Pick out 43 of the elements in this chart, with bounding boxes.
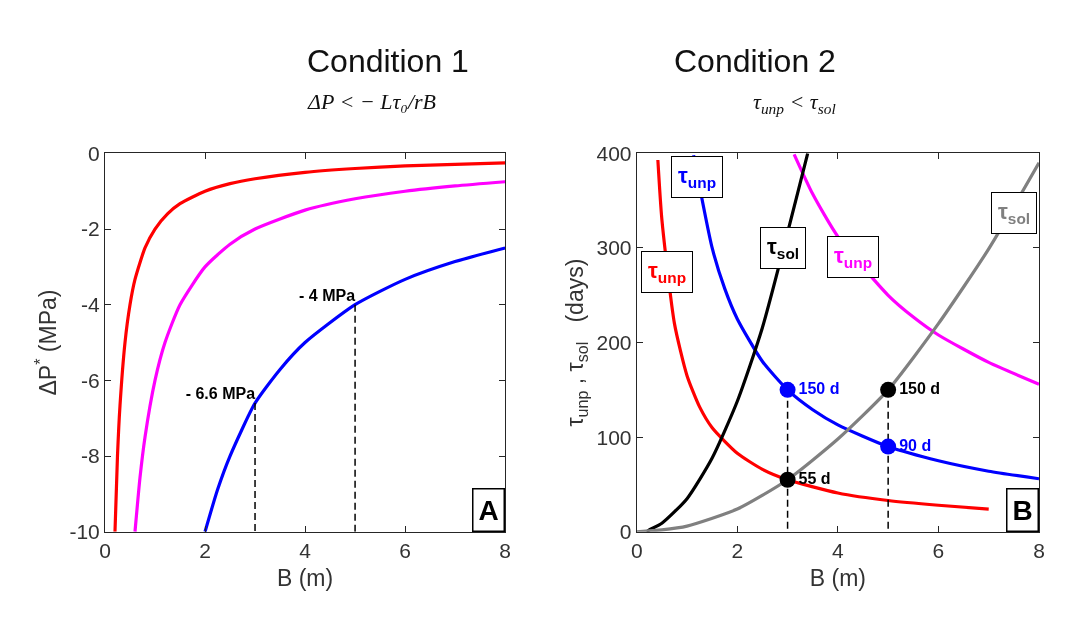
line-series — [636, 161, 1039, 532]
x-tick-label: 6 — [932, 538, 945, 562]
point — [880, 381, 897, 398]
annotation: B — [1012, 494, 1033, 526]
x-axis-title: B (m) — [276, 564, 334, 591]
annotation: τ$_{unp}$ — [834, 243, 873, 271]
annotation: τ$_{sol}$ — [767, 234, 800, 262]
x-tick-label: 8 — [1033, 538, 1045, 562]
annotation: τ$_{unp}$ — [648, 258, 687, 286]
x-tick-label: 2 — [731, 538, 744, 562]
y-tick-label: -4 — [81, 293, 101, 317]
y-tick-label: 200 — [596, 330, 632, 354]
x-axis-title: B (m) — [809, 564, 866, 591]
data-label: 90 d — [899, 436, 932, 454]
annotation: τ$_{unp}$ — [678, 163, 717, 191]
annotation: A — [478, 494, 499, 526]
y-tick-label: -8 — [81, 444, 100, 468]
chart-subtitle: ΔP < − Lτ₀/rB — [307, 89, 437, 114]
chart-title: Condition 1 — [307, 43, 469, 79]
point — [880, 438, 897, 455]
data-label: 150 d — [798, 379, 840, 397]
y-tick-label: 0 — [619, 520, 632, 544]
annotation: τ$_{sol}$ — [998, 199, 1031, 227]
x-tick-label: 6 — [399, 538, 411, 562]
x-tick-label: 2 — [199, 538, 211, 562]
y-tick-label: -10 — [69, 520, 100, 544]
point — [779, 471, 796, 488]
y-tick-label: -6 — [81, 368, 100, 392]
x-tick-label: 4 — [832, 538, 845, 562]
data-label: - 4 MPa — [299, 286, 356, 304]
data-label: 55 d — [798, 469, 831, 487]
y-tick-label: 400 — [596, 141, 632, 165]
y-tick-label: -2 — [81, 217, 100, 241]
chart-title: Condition 2 — [674, 43, 836, 79]
y-tick-label: 0 — [88, 141, 100, 165]
x-tick-label: 8 — [499, 538, 511, 562]
y-tick-label: 100 — [596, 425, 632, 449]
point — [779, 381, 796, 398]
data-label: 150 d — [899, 379, 941, 397]
x-tick-label: 4 — [299, 538, 312, 562]
data-label: - 6.6 MPa — [185, 385, 256, 403]
chart-subtitle: τ$_{unp}$ < τ$_{sol}$ — [753, 89, 836, 117]
y-tick-label: 300 — [596, 236, 632, 260]
